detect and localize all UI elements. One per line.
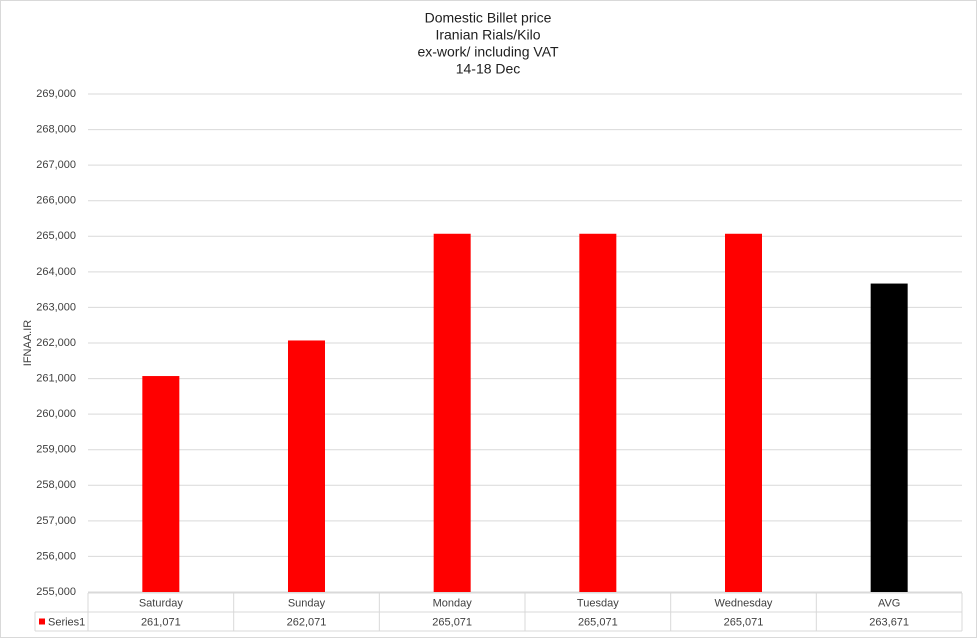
bar (870, 283, 908, 592)
legend-swatch (39, 618, 45, 625)
chart-title: 14-18 Dec (456, 61, 521, 77)
data-label: 262,071 (287, 616, 327, 628)
x-tick-label: Tuesday (577, 597, 619, 609)
y-tick-label: 255,000 (36, 586, 76, 598)
chart-title: ex-work/ including VAT (417, 44, 559, 60)
data-label: 261,071 (141, 616, 181, 628)
data-label: 265,071 (578, 616, 618, 628)
y-tick-label: 268,000 (36, 123, 76, 135)
bar (142, 376, 180, 592)
x-tick-label: Monday (433, 597, 473, 609)
y-tick-label: 258,000 (36, 479, 76, 491)
y-tick-label: 262,000 (36, 337, 76, 349)
bar (288, 340, 325, 592)
legend-label: Series1 (48, 616, 85, 628)
x-tick-label: Saturday (139, 597, 184, 609)
y-tick-label: 256,000 (36, 550, 76, 562)
y-axis-label: IFNAA.IR (22, 320, 34, 367)
data-label: 263,671 (869, 616, 909, 628)
y-tick-label: 265,000 (36, 230, 76, 242)
y-tick-label: 263,000 (36, 301, 76, 313)
y-tick-label: 264,000 (36, 266, 76, 278)
y-tick-label: 259,000 (36, 444, 76, 456)
x-tick-label: Wednesday (715, 597, 773, 609)
y-tick-label: 267,000 (36, 159, 76, 171)
y-tick-label: 269,000 (36, 88, 76, 100)
x-tick-label: AVG (878, 597, 900, 609)
chart-title: Domestic Billet price (425, 10, 552, 26)
data-label: 265,071 (432, 616, 472, 628)
x-tick-label: Sunday (288, 597, 326, 609)
bar (725, 233, 762, 593)
y-tick-label: 257,000 (36, 515, 76, 527)
bar (579, 233, 617, 593)
y-tick-label: 261,000 (36, 372, 76, 384)
y-tick-label: 260,000 (36, 408, 76, 420)
bar (433, 233, 471, 593)
chart-title: Iranian Rials/Kilo (435, 27, 540, 43)
data-label: 265,071 (724, 616, 764, 628)
y-tick-label: 266,000 (36, 195, 76, 207)
